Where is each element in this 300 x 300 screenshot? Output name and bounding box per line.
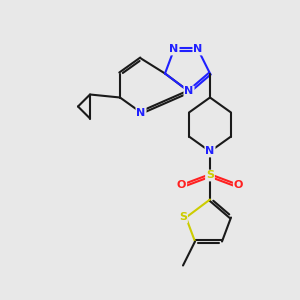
Text: N: N: [194, 44, 202, 55]
Text: N: N: [206, 146, 214, 157]
Text: S: S: [179, 212, 187, 223]
Text: O: O: [177, 179, 186, 190]
Text: N: N: [136, 107, 146, 118]
Text: N: N: [184, 86, 194, 97]
Text: O: O: [234, 179, 243, 190]
Text: N: N: [169, 44, 178, 55]
Text: S: S: [206, 170, 214, 181]
